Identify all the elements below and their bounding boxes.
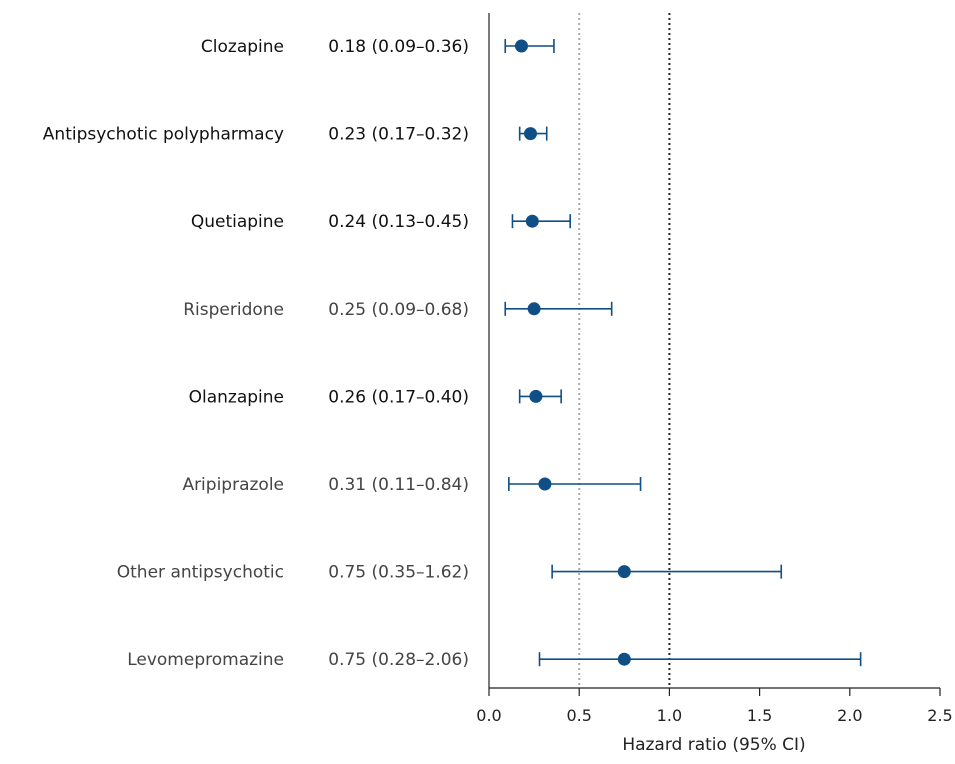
x-tick-label-3: 1.5 <box>747 706 772 725</box>
row-estimate: 0.75 (0.28–2.06) <box>328 650 469 670</box>
row-label: Other antipsychotic <box>117 563 284 583</box>
x-tick-label-2: 1.0 <box>657 706 682 725</box>
x-ticks: 0.0 0.5 1.0 1.5 2.0 2.5 <box>476 688 953 725</box>
point-estimate <box>617 565 631 579</box>
x-tick-label-1: 0.5 <box>566 706 591 725</box>
row-label: Levomepromazine <box>127 650 284 670</box>
point-estimate <box>617 652 631 666</box>
row-label: Antipsychotic polypharmacy <box>43 125 284 145</box>
row-1: Antipsychotic polypharmacy 0.23 (0.17–0.3… <box>43 125 548 145</box>
x-axis-title: Hazard ratio (95% CI) <box>622 735 805 755</box>
row-6: Other antipsychotic 0.75 (0.35–1.62) <box>117 563 783 583</box>
row-7: Levomepromazine 0.75 (0.28–2.06) <box>127 650 862 670</box>
point-estimate <box>523 127 537 141</box>
row-estimate: 0.23 (0.17–0.32) <box>328 125 469 145</box>
row-estimate: 0.25 (0.09–0.68) <box>328 300 469 320</box>
row-estimate: 0.31 (0.11–0.84) <box>328 475 469 495</box>
point-estimate <box>529 389 543 403</box>
row-0: Clozapine 0.18 (0.09–0.36) <box>201 37 555 57</box>
point-estimate <box>514 39 528 53</box>
rows: Clozapine 0.18 (0.09–0.36) Antipsychotic p… <box>43 37 862 670</box>
axes <box>488 13 940 689</box>
x-tick-label-4: 2.0 <box>837 706 862 725</box>
row-label: Clozapine <box>201 37 284 57</box>
row-2: Quetiapine 0.24 (0.13–0.45) <box>191 212 571 232</box>
point-estimate <box>527 302 541 316</box>
row-estimate: 0.24 (0.13–0.45) <box>328 212 469 232</box>
reference-lines <box>578 13 671 688</box>
row-label: Olanzapine <box>189 387 284 407</box>
row-estimate: 0.75 (0.35–1.62) <box>328 563 469 583</box>
x-tick-label-5: 2.5 <box>927 706 952 725</box>
row-5: Aripiprazole 0.31 (0.11–0.84) <box>182 475 642 495</box>
row-estimate: 0.26 (0.17–0.40) <box>328 387 469 407</box>
point-estimate <box>538 477 552 491</box>
row-4: Olanzapine 0.26 (0.17–0.40) <box>189 387 562 407</box>
point-estimate <box>525 214 539 228</box>
row-estimate: 0.18 (0.09–0.36) <box>328 37 469 57</box>
row-label: Quetiapine <box>191 212 284 232</box>
x-tick-label-0: 0.0 <box>476 706 501 725</box>
row-label: Aripiprazole <box>182 475 284 495</box>
row-label: Risperidone <box>183 300 284 320</box>
row-3: Risperidone 0.25 (0.09–0.68) <box>183 300 613 320</box>
